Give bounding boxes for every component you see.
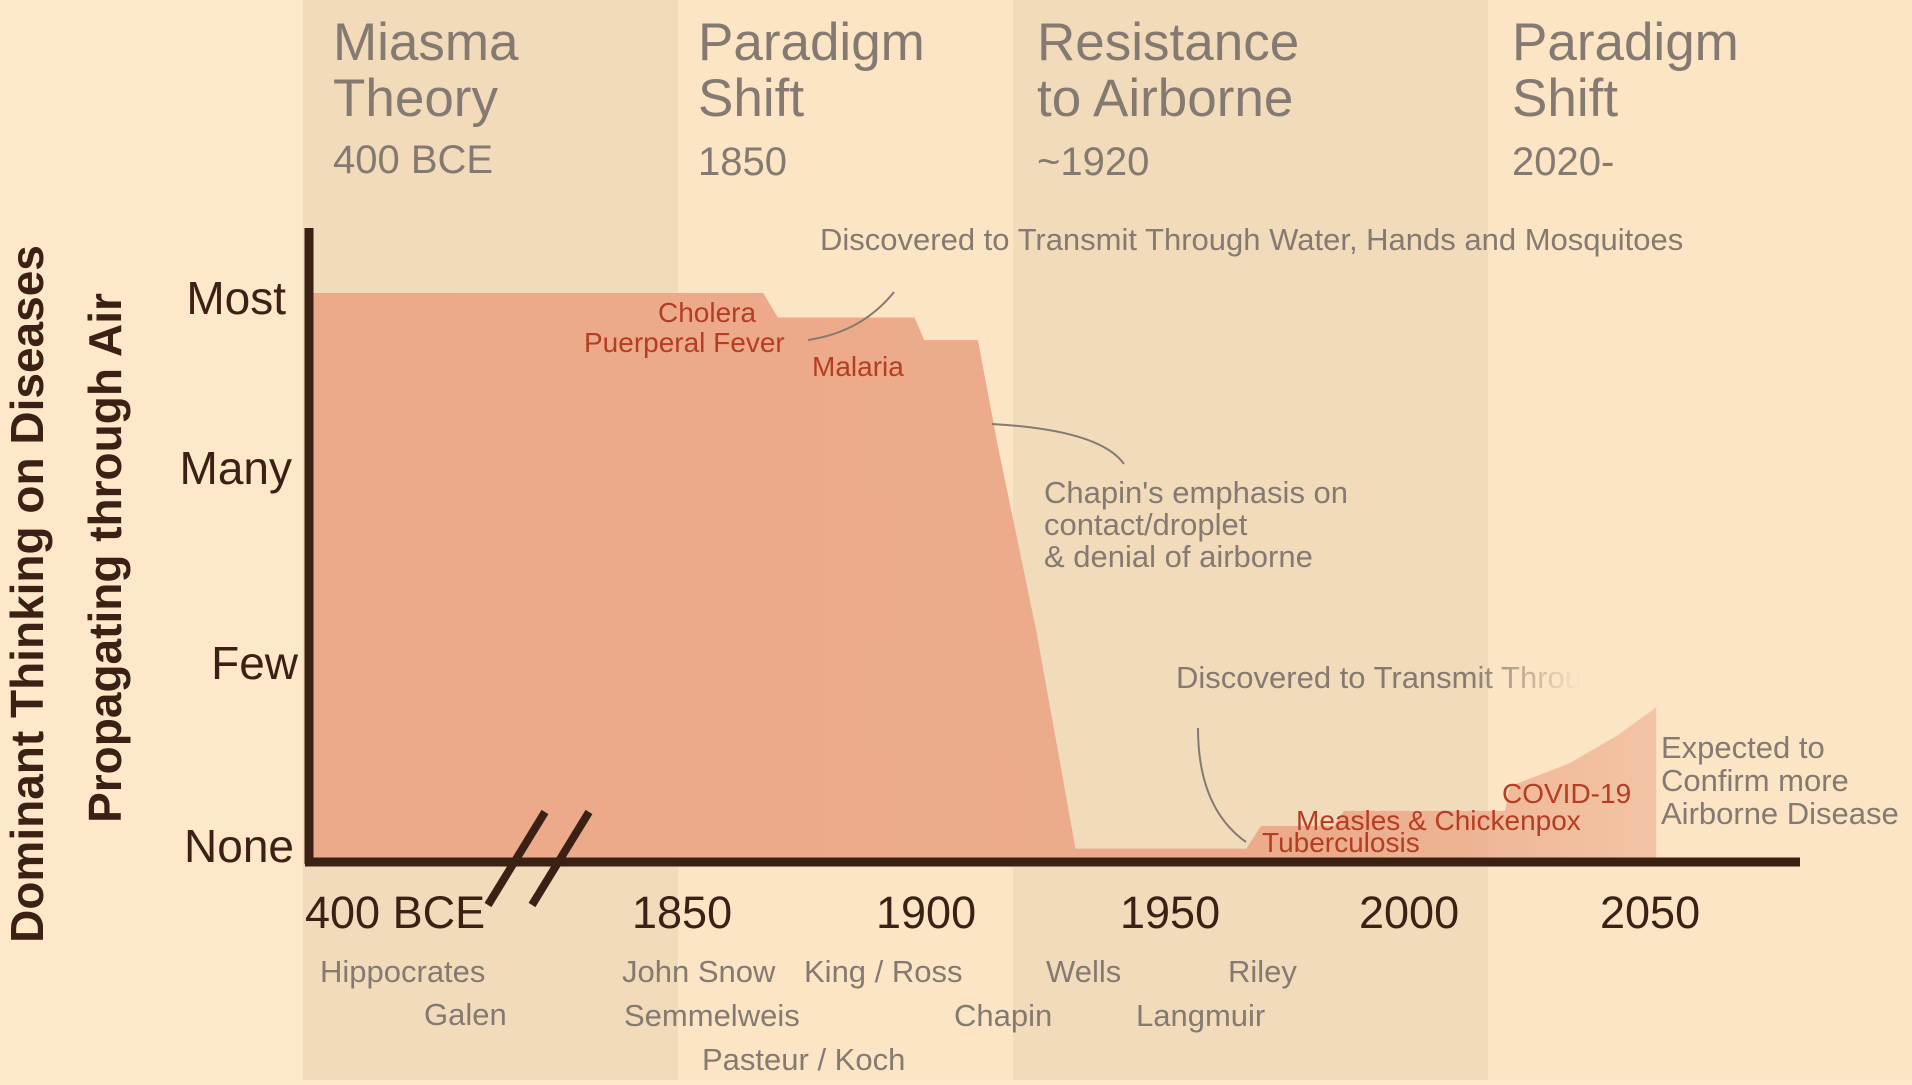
note-air-transmission: Discovered to Transmit Throu bbox=[1176, 660, 1582, 695]
researcher-labels: Hippocrates Galen John Snow Semmelweis P… bbox=[320, 954, 1297, 1077]
note-chapin-line2: contact/droplet bbox=[1044, 507, 1248, 542]
x-axis-ticks: 400 BCE 1850 1900 1950 2000 2050 bbox=[305, 887, 1700, 938]
y-level-none: None bbox=[184, 820, 294, 872]
note-expected-line2: Confirm more bbox=[1661, 763, 1849, 798]
airborne-thinking-area bbox=[313, 293, 1657, 858]
disease-tuberculosis: Tuberculosis bbox=[1262, 827, 1420, 858]
note-chapin-line1: Chapin's emphasis on bbox=[1044, 475, 1348, 510]
person-chapin: Chapin bbox=[954, 998, 1052, 1033]
note-expected-line1: Expected to bbox=[1661, 730, 1825, 765]
x-tick-2050: 2050 bbox=[1600, 887, 1700, 938]
era-band-resistance bbox=[1013, 0, 1488, 1080]
person-semmelweis: Semmelweis bbox=[624, 998, 800, 1033]
y-level-many: Many bbox=[180, 442, 292, 494]
y-level-few: Few bbox=[211, 637, 299, 689]
person-hippocrates: Hippocrates bbox=[320, 954, 485, 989]
person-john-snow: John Snow bbox=[622, 954, 776, 989]
disease-measles-chickenpox: Measles & Chickenpox bbox=[1296, 805, 1581, 836]
person-langmuir: Langmuir bbox=[1136, 998, 1265, 1033]
y-axis-levels: Most Many Few None bbox=[180, 272, 299, 872]
note-expected-line3: Airborne Disease bbox=[1661, 796, 1899, 831]
era-title-shift-1850-1: Paradigm bbox=[698, 13, 925, 72]
axis-break-mark-1 bbox=[484, 809, 549, 908]
x-tick-1900: 1900 bbox=[876, 887, 976, 938]
person-wells: Wells bbox=[1046, 954, 1121, 989]
y-axis-title: Dominant Thinking on Diseases Propagatin… bbox=[1, 245, 131, 943]
leader-line-air bbox=[1197, 727, 1247, 843]
note-chapin-line3: & denial of airborne bbox=[1044, 539, 1313, 574]
person-king-ross: King / Ross bbox=[804, 954, 963, 989]
era-headers: Miasma Theory 400 BCE Paradigm Shift 185… bbox=[333, 13, 1739, 184]
era-year-resistance: ~1920 bbox=[1037, 140, 1149, 184]
x-tick-2000: 2000 bbox=[1359, 887, 1459, 938]
disease-cholera: Cholera bbox=[658, 297, 756, 328]
axis-break-mark-2 bbox=[528, 809, 593, 908]
disease-malaria: Malaria bbox=[812, 351, 904, 382]
axes bbox=[304, 228, 1800, 908]
person-galen: Galen bbox=[424, 997, 507, 1032]
person-riley: Riley bbox=[1228, 954, 1297, 989]
annotations: Discovered to Transmit Through Water, Ha… bbox=[807, 222, 1899, 843]
era-title-shift-2020-1: Paradigm bbox=[1512, 13, 1739, 72]
x-tick-400bce: 400 BCE bbox=[305, 887, 485, 938]
era-title-resistance-2: to Airborne bbox=[1037, 69, 1293, 128]
disease-labels: Cholera Puerperal Fever Malaria Tubercul… bbox=[584, 297, 1631, 858]
era-band-paradigm-2020 bbox=[1488, 0, 1912, 1080]
leader-line-chapin bbox=[991, 423, 1125, 465]
x-tick-1850: 1850 bbox=[632, 887, 732, 938]
note-water-hands-mosquitoes: Discovered to Transmit Through Water, Ha… bbox=[820, 222, 1683, 257]
x-tick-1950: 1950 bbox=[1120, 887, 1220, 938]
era-title-resistance-1: Resistance bbox=[1037, 13, 1299, 72]
era-year-miasma: 400 BCE bbox=[333, 138, 493, 182]
era-year-shift-1850: 1850 bbox=[698, 140, 787, 184]
era-title-miasma-1: Miasma bbox=[333, 13, 519, 72]
leader-line-water bbox=[807, 291, 895, 341]
y-axis-title-line1: Dominant Thinking on Diseases bbox=[1, 245, 53, 943]
era-title-shift-1850-2: Shift bbox=[698, 69, 804, 128]
disease-covid-19: COVID-19 bbox=[1502, 778, 1631, 809]
disease-puerperal-fever: Puerperal Fever bbox=[584, 327, 785, 358]
y-level-most: Most bbox=[186, 272, 286, 324]
era-title-shift-2020-2: Shift bbox=[1512, 69, 1618, 128]
y-axis-title-line2: Propagating through Air bbox=[79, 293, 131, 823]
person-pasteur-koch: Pasteur / Koch bbox=[702, 1042, 905, 1077]
era-year-shift-2020: 2020- bbox=[1512, 140, 1614, 184]
era-title-miasma-2: Theory bbox=[333, 69, 498, 128]
